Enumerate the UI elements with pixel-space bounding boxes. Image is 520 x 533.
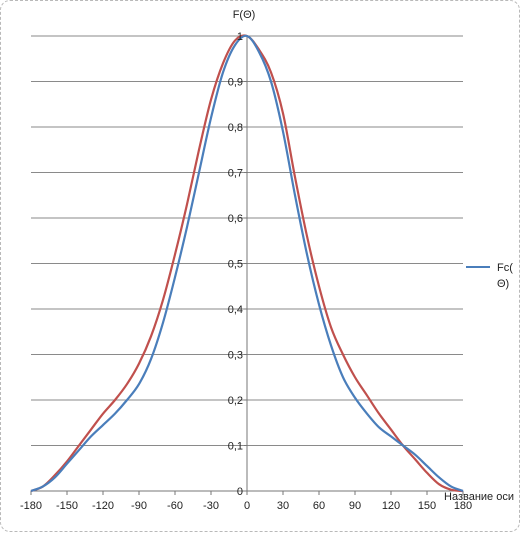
x-tick-label: 0 (244, 500, 250, 512)
x-tick-label: -30 (203, 500, 219, 512)
series-line-blue (30, 34, 464, 493)
y-tick-label: 0,7 (228, 168, 243, 180)
x-tick-label: 120 (382, 500, 400, 512)
x-tick-label: 30 (277, 500, 289, 512)
y-tick-label: 0,8 (228, 122, 243, 134)
axis-layer (30, 35, 464, 495)
y-tick-label: 0,1 (228, 441, 243, 453)
y-tick-label: 0,9 (228, 77, 243, 89)
x-tick-label: -90 (131, 500, 147, 512)
legend-label-line2: Θ) (497, 278, 509, 290)
x-tick-label: -180 (20, 500, 42, 512)
x-tick-label: 90 (349, 500, 361, 512)
y-tick-label: 1 (237, 31, 243, 43)
x-tick-label: -120 (92, 500, 114, 512)
y-axis-title: F(Θ) (233, 9, 256, 21)
x-tick-label: -60 (167, 500, 183, 512)
y-tick-label: 0 (237, 486, 243, 498)
x-tick-label: 60 (313, 500, 325, 512)
legend: Fc( Θ) (466, 262, 513, 290)
label-layer: F(Θ) Название оси 0 0,1 0,2 0,3 0,4 0,5 0,6 0,7… (20, 9, 514, 512)
y-tick-label: 0,2 (228, 395, 243, 407)
y-tick-label: 0,4 (228, 304, 243, 316)
y-tick-label: 0,5 (228, 259, 243, 271)
x-tick-label: -150 (56, 500, 78, 512)
x-axis-title: Название оси (444, 491, 514, 503)
x-tick-label: 180 (454, 500, 472, 512)
y-tick-label: 0,3 (228, 350, 243, 362)
legend-label-line1: Fc( (497, 262, 513, 274)
y-tick-label: 0,6 (228, 213, 243, 225)
series-layer (30, 34, 464, 493)
x-tick-label: 150 (418, 500, 436, 512)
